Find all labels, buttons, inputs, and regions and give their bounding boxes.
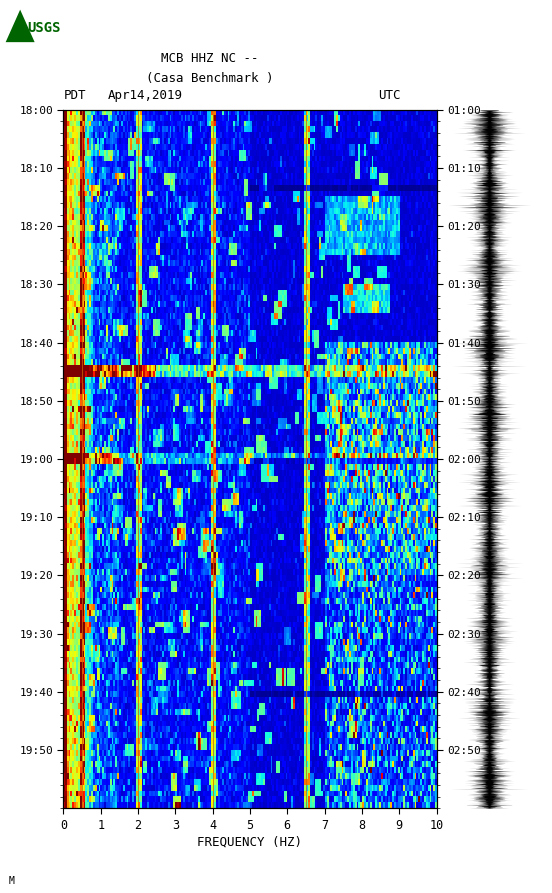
Text: USGS: USGS [27, 21, 61, 35]
Text: UTC: UTC [378, 89, 401, 102]
X-axis label: FREQUENCY (HZ): FREQUENCY (HZ) [198, 836, 302, 848]
Text: MCB HHZ NC --: MCB HHZ NC -- [161, 53, 258, 65]
Text: Apr14,2019: Apr14,2019 [108, 89, 183, 102]
Text: PDT: PDT [63, 89, 86, 102]
Text: (Casa Benchmark ): (Casa Benchmark ) [146, 72, 273, 85]
Text: M: M [8, 876, 14, 886]
Polygon shape [6, 10, 35, 42]
